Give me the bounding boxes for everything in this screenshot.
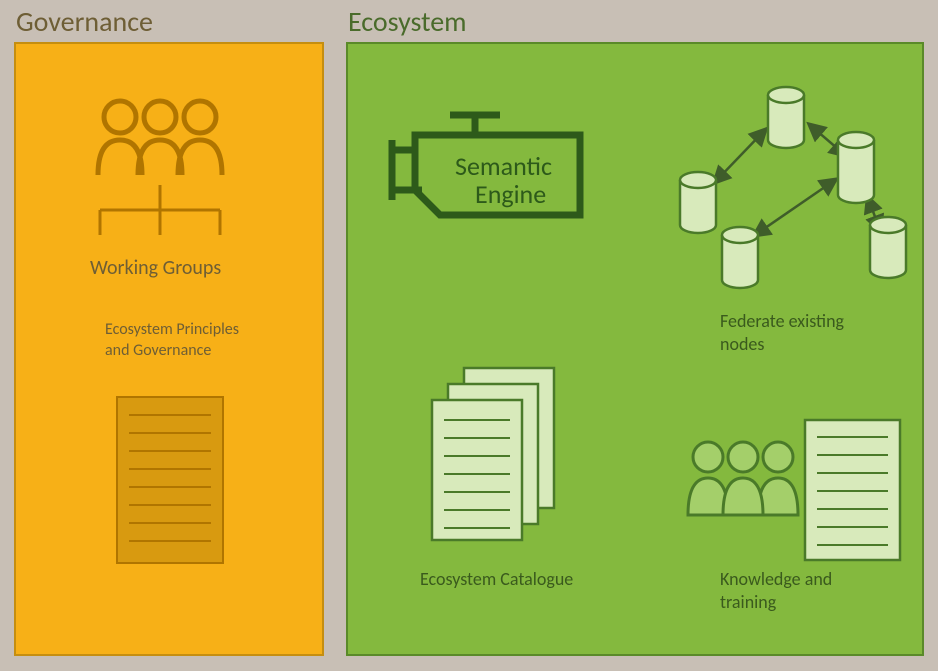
catalogue-icon	[420, 360, 570, 550]
svg-text:Engine: Engine	[475, 178, 546, 210]
working-groups-label: Working Groups	[90, 255, 221, 281]
org-chart-icon	[80, 185, 240, 245]
knowledge-icon	[670, 415, 910, 565]
principles-label: Ecosystem Principles and Governance	[105, 320, 255, 362]
semantic-engine-icon: Semantic Engine	[380, 105, 610, 235]
catalogue-label: Ecosystem Catalogue	[420, 568, 573, 591]
people-icon	[80, 95, 240, 185]
knowledge-label: Knowledge and training	[720, 568, 880, 615]
document-icon	[115, 395, 225, 565]
federate-label: Federate existing nodes	[720, 310, 880, 357]
federated-nodes-icon	[660, 70, 910, 300]
governance-title: Governance	[16, 4, 153, 39]
ecosystem-title: Ecosystem	[348, 4, 467, 39]
